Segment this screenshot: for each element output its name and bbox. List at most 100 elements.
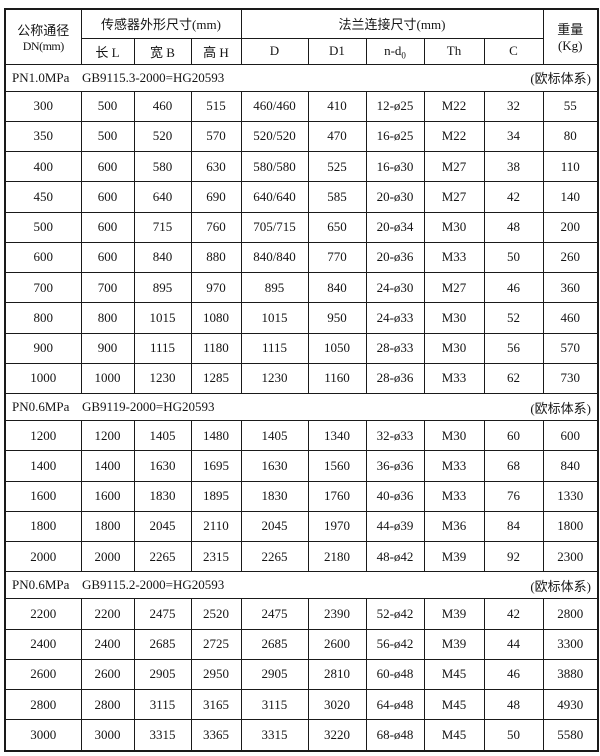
header-weight-unit: (Kg) — [557, 38, 583, 54]
section-row: PN0.6MPa GB9115.2-2000=HG20593 (欧标体系) — [4, 571, 599, 600]
spec-cell: 2950 — [190, 658, 242, 691]
spec-cell: 2000 — [80, 540, 135, 573]
spec-cell: 48 — [483, 688, 544, 721]
spec-cell: 460 — [542, 302, 599, 334]
spec-cell: 895 — [240, 271, 309, 304]
spec-cell: 20-ø34 — [365, 211, 425, 243]
spec-cell: 20-ø30 — [365, 181, 425, 213]
spec-cell: 36-ø36 — [365, 450, 425, 482]
spec-cell: 2685 — [240, 628, 309, 660]
table-row: 1600 1600 1830 1895 1830 1760 40-ø36 M33 76 1330 — [4, 480, 599, 512]
spec-cell: M27 — [423, 181, 485, 213]
spec-cell: 48 — [483, 211, 544, 243]
spec-cell: 2600 — [307, 628, 367, 660]
section-cell: PN0.6MPa GB9115.2-2000=HG20593 (欧标体系) — [4, 571, 599, 600]
spec-cell: 1800 — [4, 510, 82, 543]
spec-cell: 48-ø42 — [365, 540, 425, 573]
spec-cell: 570 — [190, 120, 242, 153]
spec-cell: 1600 — [80, 480, 135, 512]
spec-cell: 1000 — [80, 362, 135, 395]
spec-cell: 200 — [542, 211, 599, 243]
spec-cell: 2400 — [4, 628, 82, 660]
spec-cell: 20-ø36 — [365, 241, 425, 274]
header-d1: D1 — [307, 37, 367, 65]
spec-cell: 600 — [542, 419, 599, 452]
spec-cell: 1695 — [190, 450, 242, 482]
table-row: 700 700 895 970 895 840 24-ø30 M27 46 360 — [4, 271, 599, 304]
spec-cell: 2685 — [133, 628, 192, 660]
spec-cell: M39 — [423, 628, 485, 660]
spec-cell: 16-ø25 — [365, 120, 425, 153]
spec-cell: 840 — [133, 241, 192, 274]
spec-cell: 2800 — [4, 688, 82, 721]
spec-cell: 3165 — [190, 688, 242, 721]
spec-cell: 34 — [483, 120, 544, 153]
header-width-b: 宽 B — [133, 37, 192, 65]
spec-cell: 900 — [80, 332, 135, 364]
spec-cell: 1405 — [240, 419, 309, 452]
spec-cell: 1400 — [4, 450, 82, 482]
spec-cell: M33 — [423, 450, 485, 482]
spec-cell: 1895 — [190, 480, 242, 512]
spec-cell: M33 — [423, 480, 485, 512]
standard-label: GB9119-2000=HG20593 — [82, 399, 215, 414]
table-row: 2200 2200 2475 2520 2475 2390 52-ø42 M39 42 2800 — [4, 598, 599, 630]
spec-cell: 110 — [542, 150, 599, 183]
spec-cell: 32-ø33 — [365, 419, 425, 452]
section-cell: PN1.0MPa GB9115.3-2000=HG20593 (欧标体系) — [4, 63, 599, 92]
header-n-d0: n-d0 — [365, 37, 425, 65]
spec-cell: 46 — [483, 271, 544, 304]
spec-cell: 2400 — [80, 628, 135, 660]
spec-cell: 68-ø48 — [365, 719, 425, 752]
spec-cell: 50 — [483, 241, 544, 274]
spec-cell: 60 — [483, 419, 544, 452]
header-flange-connection-group: 法兰连接尺寸(mm) — [240, 8, 544, 39]
spec-cell: 84 — [483, 510, 544, 543]
spec-cell: 60-ø48 — [365, 658, 425, 691]
spec-cell: 1800 — [542, 510, 599, 543]
header-nominal-diameter-dn: DN(mm) — [22, 38, 64, 53]
header-nominal-diameter-cn: 公称通径 — [17, 22, 70, 38]
header-row-groups: 公称通径 DN(mm) 传感器外形尺寸(mm) 法兰连接尺寸(mm) 重量 (K… — [4, 8, 599, 65]
spec-cell: M39 — [423, 540, 485, 573]
spec-cell: 2800 — [542, 598, 599, 630]
spec-cell: 2600 — [4, 658, 82, 691]
header-length-l: 长 L — [80, 37, 135, 65]
spec-cell: 3020 — [307, 688, 367, 721]
spec-cell: 1180 — [190, 332, 242, 364]
spec-cell: 970 — [190, 271, 242, 304]
table-row: 2600 2600 2905 2950 2905 2810 60-ø48 M45 46 3880 — [4, 658, 599, 691]
spec-cell: 650 — [307, 211, 367, 243]
table-row: 1400 1400 1630 1695 1630 1560 36-ø36 M33 68 840 — [4, 450, 599, 482]
spec-cell: 3315 — [133, 719, 192, 752]
spec-cell: 460 — [133, 90, 192, 122]
spec-cell: 1560 — [307, 450, 367, 482]
spec-cell: 2905 — [240, 658, 309, 691]
header-n-d0-subscript: 0 — [401, 50, 406, 61]
spec-cell: 1285 — [190, 362, 242, 395]
table-row: 500 600 715 760 705/715 650 20-ø34 M30 48 200 — [4, 211, 599, 243]
spec-cell: 2315 — [190, 540, 242, 573]
spec-cell: 800 — [4, 302, 82, 334]
spec-cell: 2725 — [190, 628, 242, 660]
spec-cell: 3315 — [240, 719, 309, 752]
table-row: 300 500 460 515 460/460 410 12-ø25 M22 32 55 — [4, 90, 599, 122]
spec-cell: 2475 — [133, 598, 192, 630]
spec-cell: 470 — [307, 120, 367, 153]
spec-cell: 1340 — [307, 419, 367, 452]
spec-cell: 3000 — [4, 719, 82, 752]
table-row: 800 800 1015 1080 1015 950 24-ø33 M30 52 460 — [4, 302, 599, 334]
table-row: 1800 1800 2045 2110 2045 1970 44-ø39 M36 84 1800 — [4, 510, 599, 543]
spec-cell: 690 — [190, 181, 242, 213]
spec-cell: 3365 — [190, 719, 242, 752]
header-sensor-dimensions-group: 传感器外形尺寸(mm) — [80, 8, 242, 39]
system-label: (欧标体系) — [530, 400, 591, 416]
spec-cell: 520 — [133, 120, 192, 153]
spec-cell: 44 — [483, 628, 544, 660]
spec-cell: 5580 — [542, 719, 599, 752]
spec-cell: 62 — [483, 362, 544, 395]
spec-cell: 1230 — [240, 362, 309, 395]
spec-cell: 715 — [133, 211, 192, 243]
spec-cell: 2265 — [240, 540, 309, 573]
spec-cell: 32 — [483, 90, 544, 122]
